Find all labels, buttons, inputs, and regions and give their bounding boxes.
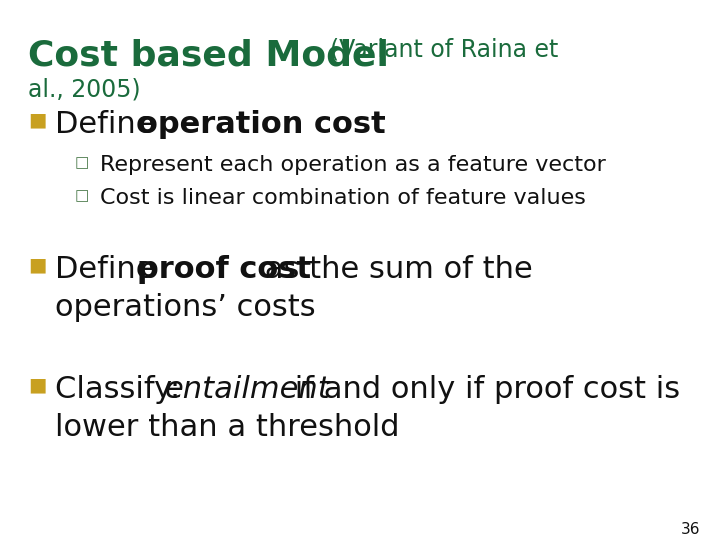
Text: Cost is linear combination of feature values: Cost is linear combination of feature va… [100, 188, 586, 208]
Text: ■: ■ [28, 110, 46, 129]
Text: 36: 36 [680, 522, 700, 537]
Text: entailment: entailment [165, 375, 330, 404]
Text: ■: ■ [28, 375, 46, 394]
Text: (Variant of Raina et: (Variant of Raina et [330, 38, 559, 62]
Text: proof cost: proof cost [137, 255, 311, 284]
Text: Define: Define [55, 255, 164, 284]
Text: Classify:: Classify: [55, 375, 190, 404]
Text: lower than a threshold: lower than a threshold [55, 413, 400, 442]
Text: al., 2005): al., 2005) [28, 78, 140, 102]
Text: □: □ [75, 155, 89, 170]
Text: □: □ [75, 188, 89, 203]
Text: ■: ■ [28, 255, 46, 274]
Text: Define: Define [55, 110, 164, 139]
Text: Represent each operation as a feature vector: Represent each operation as a feature ve… [100, 155, 606, 175]
Text: Cost based Model: Cost based Model [28, 38, 402, 72]
Text: operations’ costs: operations’ costs [55, 293, 315, 322]
Text: as the sum of the: as the sum of the [255, 255, 533, 284]
Text: if and only if proof cost is: if and only if proof cost is [285, 375, 680, 404]
Text: operation cost: operation cost [137, 110, 386, 139]
